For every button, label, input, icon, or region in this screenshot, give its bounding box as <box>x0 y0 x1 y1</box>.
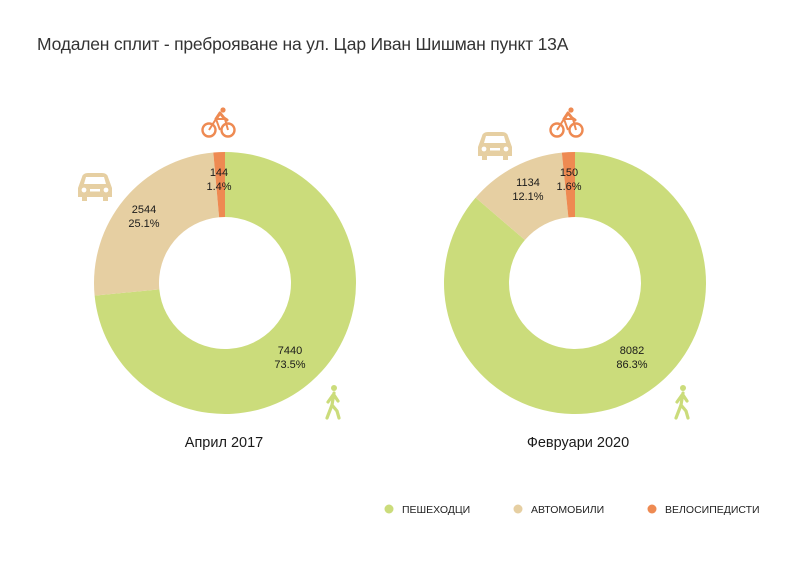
slice-cyclists <box>213 152 225 218</box>
legend-swatch <box>647 504 657 514</box>
slice-percent-label: 1.6% <box>556 181 581 193</box>
slice-cars <box>94 152 220 296</box>
slice-value-label: 2544 <box>132 204 156 216</box>
legend-label: ПЕШЕХОДЦИ <box>402 504 470 516</box>
slice-percent-label: 12.1% <box>512 191 543 203</box>
slice-percent-label: 1.4% <box>206 181 231 193</box>
car-icon <box>78 173 112 201</box>
slice-pedestrians <box>444 152 706 414</box>
donut-chart-2: 8082 86.3% 1134 12.1% 150 1.6% Февруари 2020 <box>444 107 706 451</box>
legend-swatch <box>513 504 523 514</box>
chart-title: Модален сплит - преброяване на ул. Цар И… <box>37 34 569 54</box>
slice-percent-label: 25.1% <box>128 218 159 230</box>
slice-percent-label: 73.5% <box>274 359 305 371</box>
chart-caption: Февруари 2020 <box>527 435 629 451</box>
legend-label: АВТОМОБИЛИ <box>531 504 604 516</box>
slice-value-label: 1134 <box>516 177 540 189</box>
slice-cars <box>475 152 569 241</box>
slice-pedestrians <box>94 152 356 414</box>
legend-item-pedestrians: ПЕШЕХОДЦИ <box>384 504 470 516</box>
car-icon <box>478 132 512 160</box>
slice-value-label: 7440 <box>278 345 302 357</box>
chart-caption: Април 2017 <box>185 435 263 451</box>
bicycle-icon <box>201 107 236 138</box>
legend-item-cars: АВТОМОБИЛИ <box>513 504 604 516</box>
bicycle-icon <box>549 107 584 138</box>
slice-value-label: 144 <box>210 167 228 179</box>
legend: ПЕШЕХОДЦИ АВТОМОБИЛИ ВЕЛОСИПЕДИСТИ <box>384 504 760 516</box>
slice-value-label: 8082 <box>620 345 644 357</box>
pedestrian-icon <box>674 385 690 420</box>
slice-percent-label: 86.3% <box>616 359 647 371</box>
legend-item-cyclists: ВЕЛОСИПЕДИСТИ <box>647 504 760 516</box>
legend-label: ВЕЛОСИПЕДИСТИ <box>665 504 760 516</box>
pedestrian-icon <box>325 385 341 420</box>
legend-swatch <box>384 504 394 514</box>
donut-chart-1: 7440 73.5% 2544 25.1% 144 1.4% Април 2017 <box>78 107 356 451</box>
slice-cyclists <box>561 152 575 218</box>
slice-value-label: 150 <box>560 167 578 179</box>
